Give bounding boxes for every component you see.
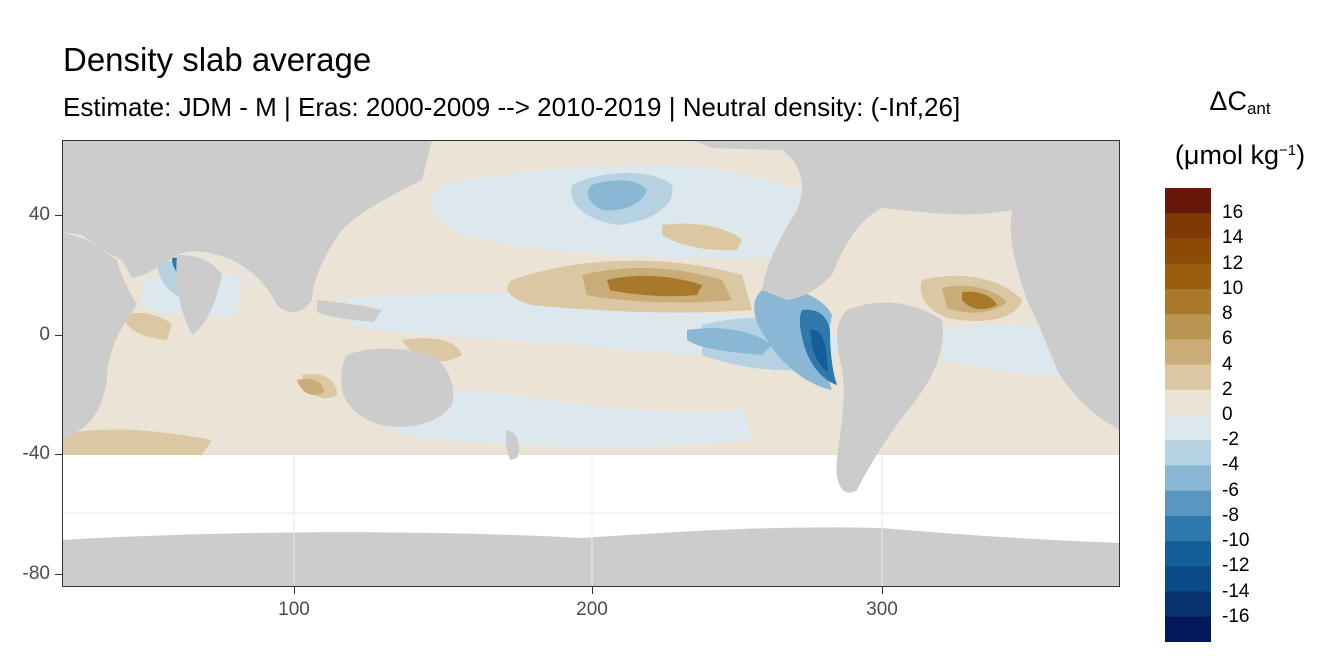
legend-label: -16 (1222, 605, 1250, 627)
negative-anomaly-darkest (810, 329, 828, 372)
legend-label: -4 (1222, 454, 1239, 476)
chart-subtitle: Estimate: JDM - M | Eras: 2000-2009 --> … (63, 92, 961, 122)
africa (62, 232, 137, 440)
chart-title: Density slab average (63, 41, 372, 78)
legend-swatch (1165, 515, 1211, 542)
legend-unit-superscript: −1 (1278, 142, 1297, 159)
legend-swatch (1165, 314, 1211, 340)
indonesia (317, 300, 382, 322)
legend-swatch (1165, 263, 1211, 290)
land (62, 140, 1120, 587)
x-tick-label-300: 300 (866, 599, 898, 620)
legend-label: -2 (1222, 429, 1239, 451)
legend-swatch (1165, 364, 1211, 391)
legend-label: 2 (1222, 378, 1233, 400)
africa-east (1010, 170, 1120, 430)
y-tick-mark-40 (55, 215, 62, 216)
positive-anomaly-strong (607, 275, 997, 310)
y-tick-label-minus40: -40 (22, 443, 50, 464)
y-tick-mark-0 (55, 335, 62, 336)
legend-label: 8 (1222, 303, 1233, 325)
y-tick-mark-minus80 (55, 574, 62, 575)
y-tick-label-0: 0 (39, 324, 50, 345)
x-tick-mark-200 (592, 587, 593, 594)
legend-unit-prefix: (μmol kg (1174, 140, 1279, 170)
legend-label: -12 (1222, 555, 1250, 577)
legend-swatch (1165, 465, 1211, 492)
south-america (836, 302, 943, 493)
asia (62, 140, 432, 312)
legend-unit-suffix: ) (1296, 140, 1306, 170)
legend-label: 0 (1222, 404, 1233, 425)
legend-label: -6 (1222, 479, 1239, 501)
india (176, 255, 222, 335)
legend-label: 14 (1222, 227, 1244, 249)
antarctica (62, 527, 1120, 587)
legend-label: -8 (1222, 504, 1239, 526)
legend-swatch (1165, 415, 1211, 441)
legend-swatch (1165, 188, 1211, 214)
y-tick-label-minus80: -80 (22, 563, 50, 584)
map-panel (62, 140, 1120, 587)
legend-label: 12 (1222, 252, 1244, 274)
legend-label: 4 (1222, 353, 1233, 375)
x-tick-mark-300 (882, 587, 883, 594)
legend-swatch (1165, 440, 1211, 466)
gridlines (62, 455, 1120, 587)
legend-label: 10 (1222, 277, 1244, 299)
legend-title-symbol: ΔC (1209, 86, 1247, 116)
australia (341, 348, 454, 427)
legend-swatch (1165, 490, 1211, 517)
legend-swatch (1165, 339, 1211, 366)
legend-title-line2: (μmol kg−1) (1160, 134, 1320, 172)
legend-swatch (1165, 238, 1211, 265)
legend-swatch (1165, 591, 1211, 618)
legend-title-line1: ΔCant (1160, 84, 1320, 126)
x-tick-label-100: 100 (278, 599, 310, 620)
legend-swatch (1165, 213, 1211, 239)
legend-swatch (1165, 566, 1211, 593)
legend-label: 6 (1222, 328, 1233, 350)
legend-label: -14 (1222, 580, 1250, 602)
legend-colorbar (1165, 188, 1211, 642)
panel-border (62, 140, 1120, 587)
north-america (692, 140, 1120, 300)
legend-label: 16 (1222, 202, 1244, 224)
legend-title-subscript: ant (1246, 99, 1271, 118)
x-tick-mark-100 (294, 587, 295, 594)
legend-swatch (1165, 541, 1211, 567)
x-tick-label-200: 200 (576, 599, 608, 620)
y-tick-mark-minus40 (55, 454, 62, 455)
new-zealand (505, 430, 519, 460)
y-tick-label-40: 40 (28, 204, 50, 225)
legend-label: -10 (1222, 530, 1250, 552)
legend-title: ΔCant (μmol kg−1) (1160, 84, 1320, 172)
legend-swatch (1165, 616, 1211, 642)
legend-swatch (1165, 288, 1211, 315)
legend-swatch (1165, 389, 1211, 416)
